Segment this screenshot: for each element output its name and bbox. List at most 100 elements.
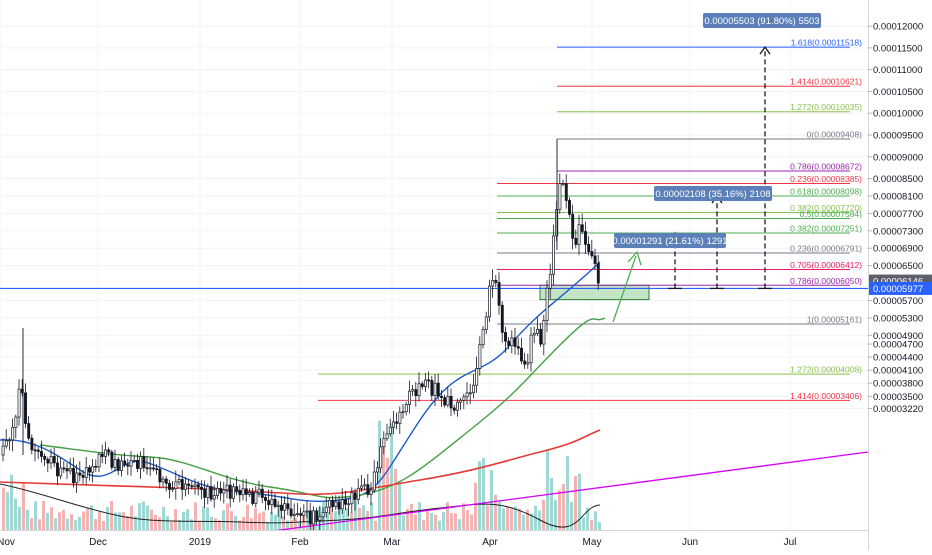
candle-body [385, 433, 389, 440]
candle-body [305, 510, 309, 513]
candle-body [571, 213, 575, 239]
candle-body [539, 328, 543, 345]
candle-body [190, 485, 194, 488]
volume-bar [102, 520, 105, 530]
grid [0, 0, 868, 530]
volume-bar [306, 510, 309, 530]
volume-bar [434, 514, 437, 530]
volume-bar [294, 517, 297, 530]
candle-body [251, 492, 255, 504]
measure-label-text: 0.00002108 (35.16%) 2108 [655, 189, 770, 200]
volume-bar [562, 483, 565, 530]
fib-level-label: 1.618(0.00011518) [791, 38, 862, 48]
candle-body [500, 304, 504, 333]
candle-body [516, 346, 520, 349]
candle-body [81, 474, 85, 478]
volume-bar [50, 507, 53, 530]
candle-body [334, 501, 338, 508]
volume-bar [454, 513, 457, 530]
candle-body [14, 416, 18, 428]
candle-body [462, 396, 466, 401]
candle-body [24, 392, 27, 424]
y-tick-label: 0.00007300 [873, 226, 923, 237]
volume-bar [438, 520, 441, 530]
candle-body [187, 483, 191, 487]
candle-body [545, 287, 549, 321]
price-markers: 0.000061460.00005977 [869, 274, 932, 295]
volume-bar [254, 508, 257, 530]
volume-bar [82, 511, 85, 530]
candle-body [139, 456, 143, 469]
volume-bar [86, 508, 89, 530]
green-projection-arrow [612, 255, 637, 323]
volume-bar [526, 509, 529, 530]
candle-body [68, 468, 72, 472]
volume-bar [282, 516, 285, 530]
y-tick-label: 0.00003220 [873, 404, 923, 415]
trendline [249, 451, 869, 535]
volume-bar [222, 510, 225, 530]
volume-bar [138, 503, 141, 530]
candle-body [8, 439, 11, 442]
fib-level-label: 0.5(0.00007584) [800, 209, 863, 219]
y-tick-label: 0.00009000 [873, 152, 923, 163]
volume-bar [258, 513, 261, 530]
volume-bar [154, 514, 157, 530]
candle-body [56, 462, 59, 477]
ma-black-line [0, 483, 601, 528]
fib-level-label: 0.382(0.00007720) [790, 203, 862, 213]
y-tick-label: 0.00010500 [873, 87, 923, 98]
volume-bar [370, 502, 373, 530]
candle-body [40, 451, 43, 457]
candle-body [4, 440, 8, 447]
y-tick-label: 0.00003500 [873, 392, 923, 403]
support-zone [539, 284, 650, 301]
volume-bar [406, 508, 409, 530]
volume-bar [210, 516, 213, 530]
candle-body [392, 421, 395, 428]
y-tick-label: 0.00008500 [873, 174, 923, 185]
candle-body [488, 285, 491, 318]
volume-bar [250, 518, 253, 530]
candle-body [136, 459, 139, 469]
volume-bar [190, 519, 193, 530]
candle-body [72, 468, 75, 484]
candle-body [155, 468, 159, 471]
candle-body [84, 467, 88, 478]
volume-bar [162, 506, 165, 530]
volume-bar [530, 513, 533, 530]
volume-bar [514, 506, 517, 530]
y-tick-label: 0.00010000 [873, 109, 923, 120]
candle-body [507, 340, 511, 346]
candle-body [216, 487, 219, 496]
candle-body [542, 320, 546, 345]
fib-level-label: 1.414(0.00003406) [790, 391, 862, 401]
candle-body [171, 488, 175, 490]
y-tick-label: 0.00006500 [873, 261, 923, 272]
candle-body [75, 472, 79, 484]
candle-body [529, 334, 533, 364]
candle-body [302, 511, 306, 516]
candle-body [257, 488, 261, 493]
volume-bar [598, 521, 601, 530]
candle-body [270, 498, 274, 506]
candle-body [273, 498, 277, 507]
candle-body [465, 392, 469, 398]
candle-body [62, 467, 66, 470]
candle-body [260, 488, 264, 498]
candle-body [456, 401, 459, 411]
price-marker-label: 0.00005977 [873, 284, 923, 295]
candle-body [491, 280, 495, 287]
candle-body [94, 465, 98, 468]
candle-body [459, 399, 463, 403]
volume-bar [2, 487, 5, 530]
y-tick-label: 0.00011000 [873, 65, 923, 76]
x-axis: Nov Dec 2019 Feb Mar Apr May Jun Jul [0, 530, 868, 550]
volume-bar [26, 509, 29, 530]
volume-bar [518, 508, 521, 530]
volume-bar [550, 478, 553, 530]
volume-bar [470, 514, 473, 530]
candle-body [328, 499, 331, 508]
